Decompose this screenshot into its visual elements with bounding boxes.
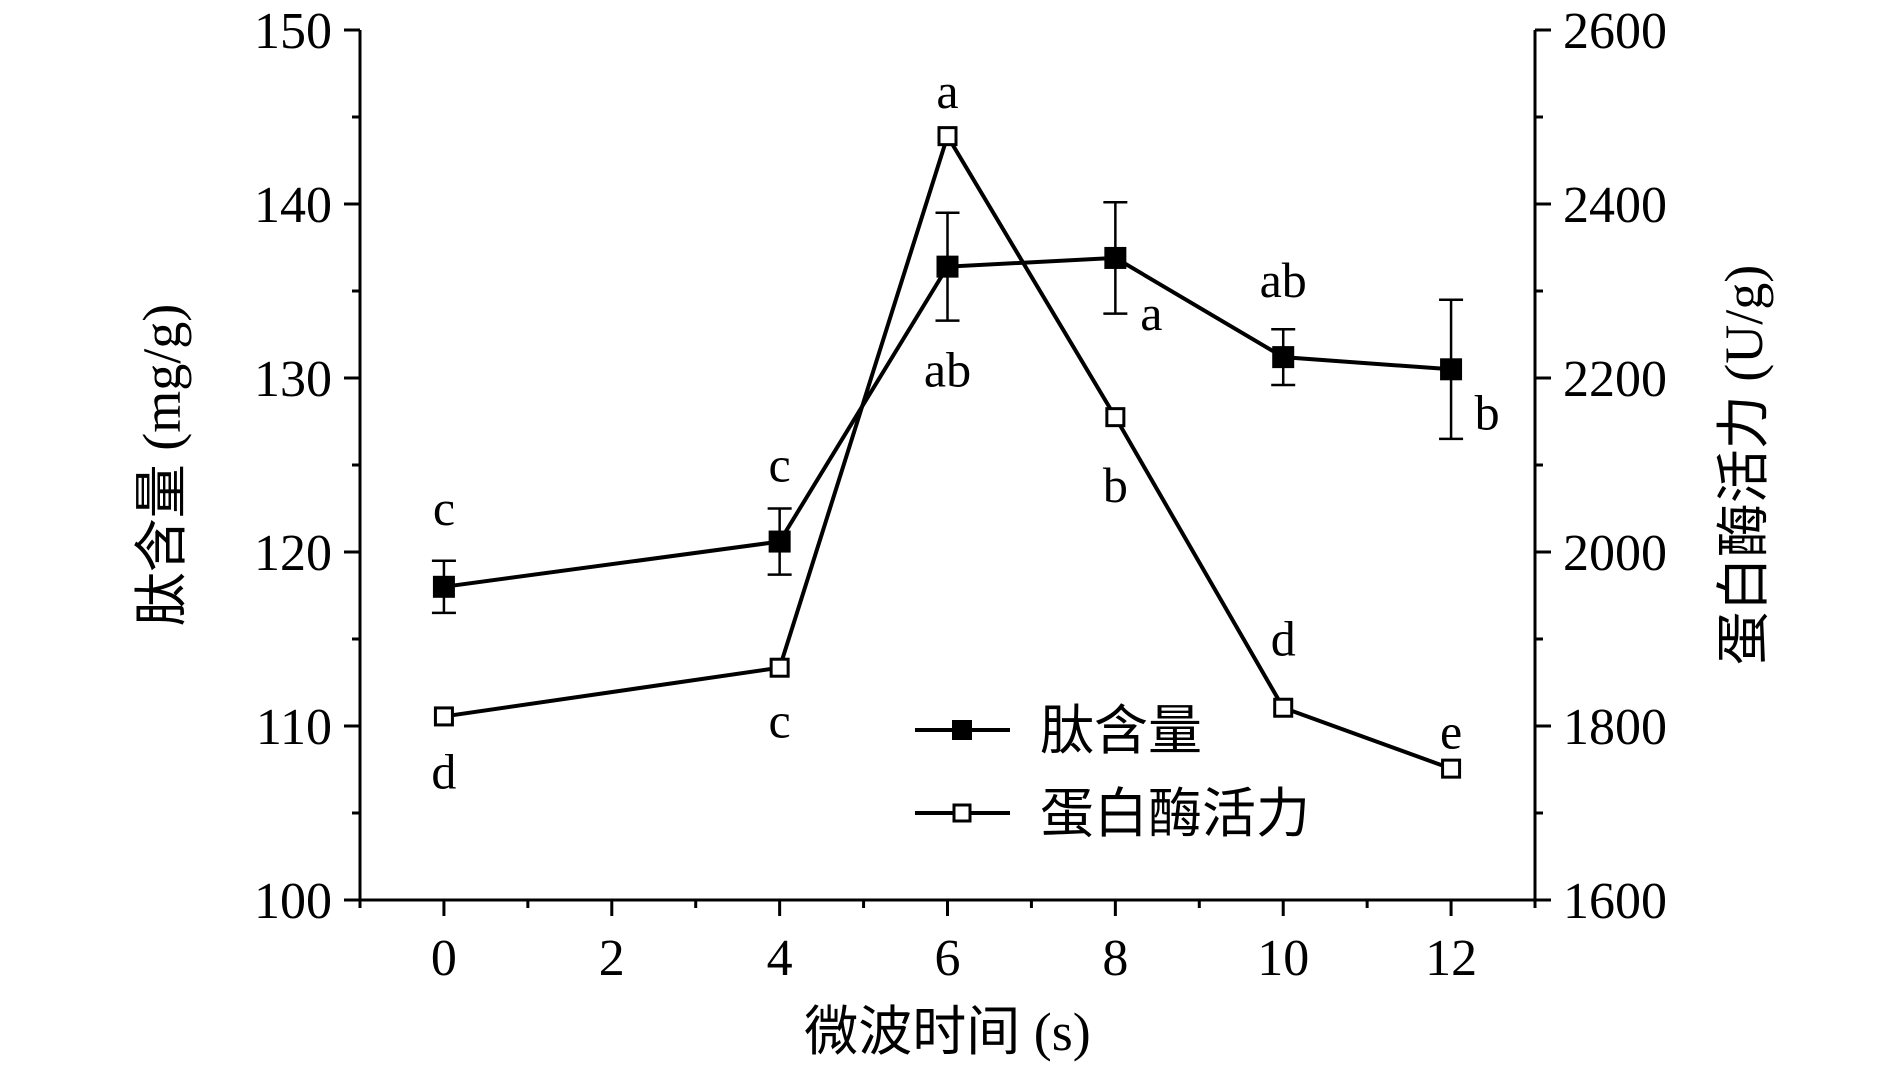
- x-tick-label: 12: [1425, 930, 1477, 987]
- significance-label: c: [769, 437, 791, 493]
- x-tick-label: 4: [767, 930, 793, 987]
- y-right-tick-label: 1600: [1563, 873, 1667, 930]
- x-tick-label: 0: [431, 930, 457, 987]
- significance-label: ab: [1260, 252, 1307, 308]
- significance-label: a: [936, 63, 958, 119]
- significance-label: e: [1440, 704, 1462, 760]
- data-point: [1105, 407, 1126, 428]
- y-left-tick-label: 120: [254, 525, 332, 582]
- significance-label: b: [1475, 384, 1500, 440]
- data-point: [1273, 697, 1294, 718]
- significance-label: ab: [924, 342, 971, 398]
- y-right-axis-label: 蛋白酶活力 (U/g): [1714, 265, 1774, 665]
- y-left-tick-label: 130: [254, 351, 332, 408]
- significance-label: d: [1271, 611, 1296, 667]
- x-tick-label: 10: [1257, 930, 1309, 987]
- significance-label: c: [433, 480, 455, 536]
- significance-label: c: [769, 693, 791, 749]
- significance-label: d: [431, 743, 456, 799]
- data-point: [1104, 246, 1127, 269]
- labels-layer: 微波时间 (s) 肽含量 (mg/g) 蛋白酶活力 (U/g): [132, 265, 1774, 1062]
- series-line: [443, 255, 1452, 589]
- data-point: [433, 706, 454, 727]
- axes-layer: 0 2 4 6 8 10 12 100 110 120 130 140 150 1600 1800 2000 2…: [254, 3, 1667, 987]
- legend: 肽含量 蛋白酶活力: [915, 701, 1310, 844]
- data-point: [768, 530, 791, 553]
- series-line: [443, 131, 1452, 771]
- y-left-tick-label: 110: [256, 699, 332, 756]
- x-tick-label: 8: [1102, 930, 1128, 987]
- x-axis-label: 微波时间 (s): [804, 1002, 1090, 1062]
- data-point: [1441, 758, 1462, 779]
- y-left-axis-label: 肽含量 (mg/g): [132, 304, 192, 626]
- y-left-tick-label: 150: [254, 3, 332, 60]
- y-right-tick-label: 2000: [1563, 525, 1667, 582]
- y-right-tick-label: 2200: [1563, 351, 1667, 408]
- legend-entry-label: 蛋白酶活力: [1040, 784, 1310, 844]
- legend-entry-label: 肽含量: [1040, 701, 1202, 761]
- significance-label: a: [1140, 285, 1162, 341]
- data-point: [432, 575, 455, 598]
- significance-label: b: [1103, 457, 1128, 513]
- y-right-tick-label: 2400: [1563, 177, 1667, 234]
- data-point: [1272, 346, 1295, 369]
- y-right-tick-label: 2600: [1563, 3, 1667, 60]
- legend-marker: [952, 720, 972, 740]
- y-right-tick-label: 1800: [1563, 699, 1667, 756]
- data-point: [1440, 358, 1463, 381]
- legend-marker: [952, 803, 972, 823]
- data-point: [937, 126, 958, 147]
- data-point: [936, 255, 959, 278]
- x-tick-label: 6: [935, 930, 961, 987]
- y-left-tick-label: 140: [254, 177, 332, 234]
- y-left-tick-label: 100: [254, 873, 332, 930]
- data-point: [769, 657, 790, 678]
- x-tick-label: 2: [599, 930, 625, 987]
